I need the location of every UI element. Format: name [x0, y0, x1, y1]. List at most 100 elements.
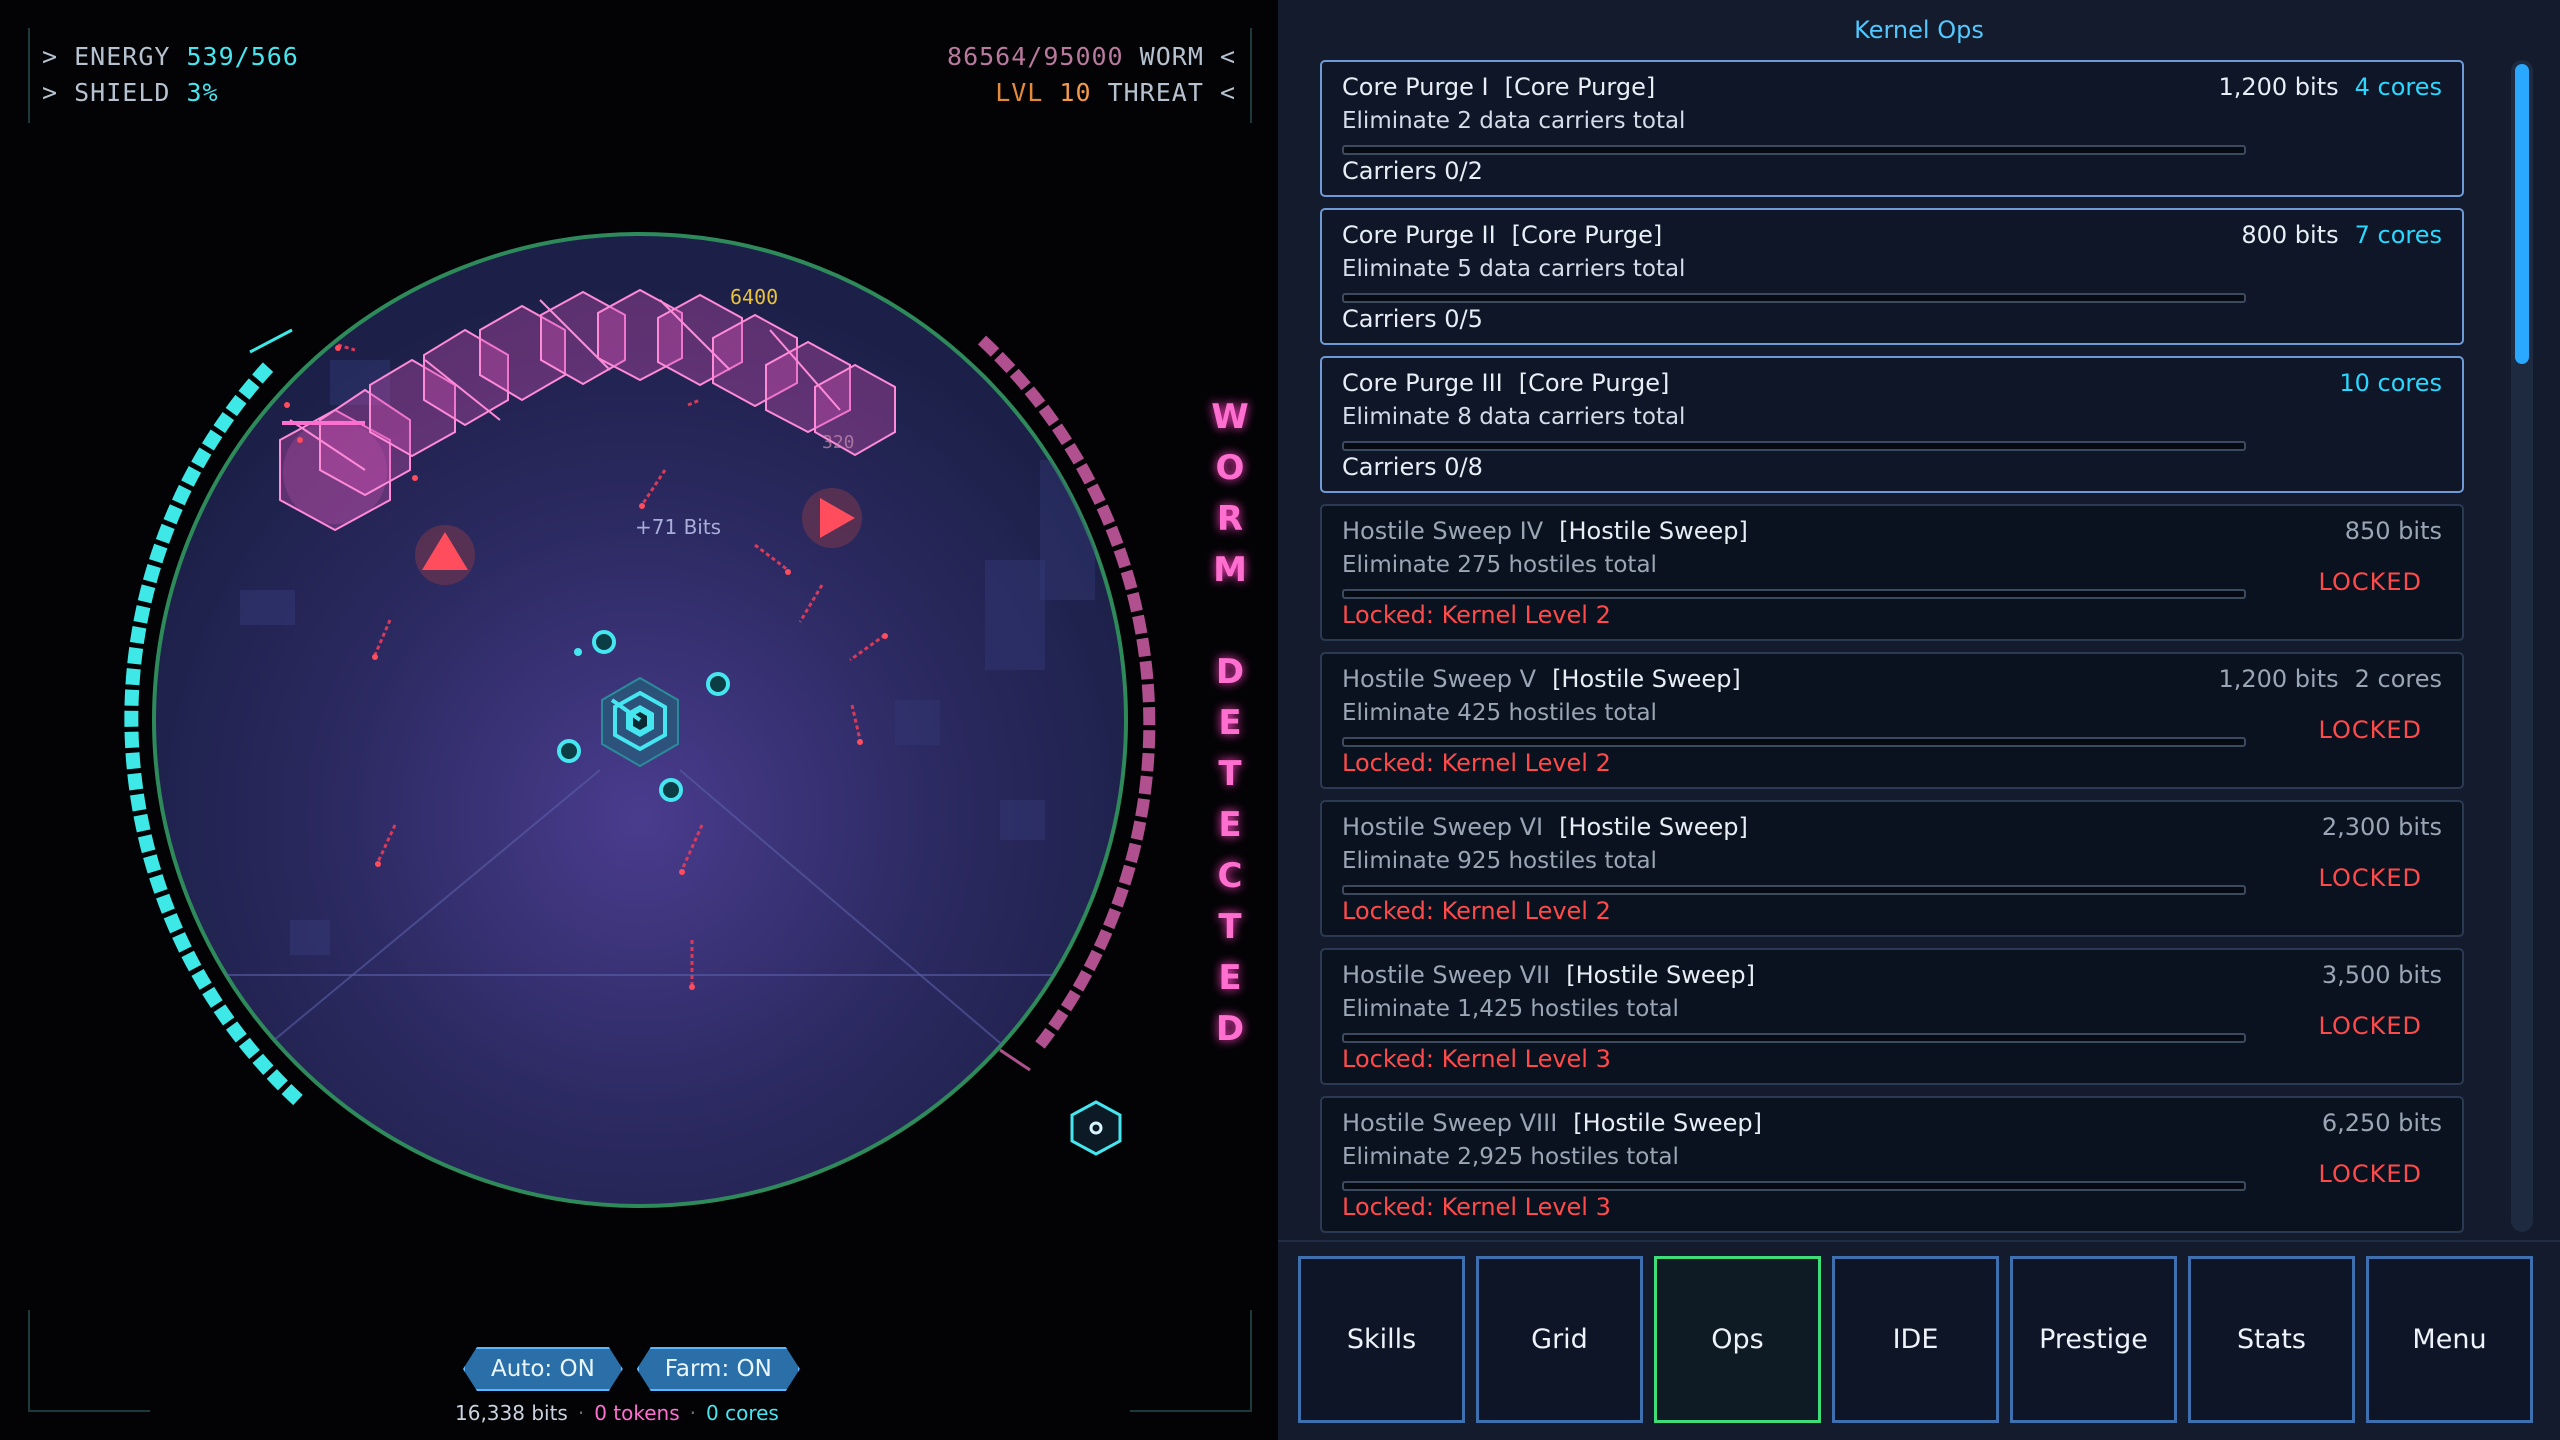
tokens-balance: 0 tokens: [594, 1401, 680, 1425]
worm-damage-number: 320: [822, 432, 855, 453]
op-progress-text: Locked: Kernel Level 2: [1342, 897, 1611, 925]
nav-button-skills[interactable]: Skills: [1298, 1256, 1465, 1423]
farm-toggle-button[interactable]: Farm: ON: [637, 1347, 800, 1391]
op-description: Eliminate 8 data carriers total: [1342, 404, 1686, 430]
level-readout: LVL 10 THREAT <: [995, 78, 1236, 107]
toggle-group: Auto: ON Farm: ON: [463, 1347, 800, 1391]
op-reward: 800 bits 7 cores: [2241, 221, 2442, 249]
bits-gained-popup: +71 Bits: [635, 515, 721, 539]
worm-readout: 86564/95000 WORM <: [947, 42, 1236, 71]
nav-button-stats[interactable]: Stats: [2188, 1256, 2355, 1423]
op-reward: 1,200 bits 4 cores: [2218, 73, 2442, 101]
worm-banner-letter: D: [1215, 1009, 1245, 1049]
op-card[interactable]: Hostile Sweep VIII [Hostile Sweep] Elimina…: [1320, 1096, 2464, 1233]
op-progress-bar: [1342, 737, 2246, 747]
worm-banner-letter: C: [1217, 856, 1243, 896]
worm-banner-letter: T: [1218, 907, 1242, 947]
shield-label: SHIELD: [74, 78, 171, 107]
auto-toggle-button[interactable]: Auto: ON: [463, 1347, 623, 1391]
op-card[interactable]: Hostile Sweep VI [Hostile Sweep] Eliminate…: [1320, 800, 2464, 937]
op-reward-bits: 850 bits: [2344, 517, 2442, 545]
op-card[interactable]: Hostile Sweep V [Hostile Sweep] Eliminate …: [1320, 652, 2464, 789]
currency-readout: 16,338 bits · 0 tokens · 0 cores: [455, 1401, 779, 1425]
shield-readout: > SHIELD 3%: [42, 78, 219, 107]
hostile-enemy: [802, 488, 862, 548]
op-progress-bar: [1342, 885, 2246, 895]
hexagon-icon: [1070, 1100, 1122, 1156]
worm-health-ring: [977, 335, 1156, 1049]
op-title: Core Purge II [Core Purge]: [1342, 221, 1662, 249]
bits-balance: 16,338 bits: [455, 1401, 568, 1425]
frame-corner: [28, 1310, 150, 1412]
nav-button-menu[interactable]: Menu: [2366, 1256, 2533, 1423]
frame-corner: [1220, 28, 1252, 123]
frame-corner: [1130, 1310, 1252, 1412]
op-card[interactable]: Core Purge I [Core Purge] Eliminate 2 data…: [1320, 60, 2464, 197]
op-reward: 6,250 bits: [2322, 1109, 2442, 1137]
energy-label: ENERGY: [74, 42, 171, 71]
nav-button-ide[interactable]: IDE: [1832, 1256, 1999, 1423]
op-category: [Hostile Sweep]: [1559, 517, 1748, 545]
worm-hp: 86564/95000: [947, 42, 1124, 71]
op-reward: 2,300 bits: [2322, 813, 2442, 841]
op-locked-badge: LOCKED: [2318, 716, 2422, 744]
op-reward-cores: 4 cores: [2354, 73, 2442, 101]
op-progress-text: Locked: Kernel Level 2: [1342, 601, 1611, 629]
op-description: Eliminate 425 hostiles total: [1342, 700, 1657, 726]
shield-ring: [124, 360, 303, 1106]
worm-label: WORM: [1139, 42, 1204, 71]
op-card[interactable]: Hostile Sweep IV [Hostile Sweep] Eliminate…: [1320, 504, 2464, 641]
op-category: [Hostile Sweep]: [1559, 813, 1748, 841]
op-locked-badge: LOCKED: [2318, 568, 2422, 596]
op-reward: 1,200 bits 2 cores: [2218, 665, 2442, 693]
op-card[interactable]: Hostile Sweep VII [Hostile Sweep] Eliminat…: [1320, 948, 2464, 1085]
op-card[interactable]: Core Purge II [Core Purge] Eliminate 5 dat…: [1320, 208, 2464, 345]
op-description: Eliminate 2 data carriers total: [1342, 108, 1686, 134]
frame-corner: [28, 28, 60, 123]
worm-banner-letter: E: [1218, 703, 1242, 743]
op-progress-text: Locked: Kernel Level 2: [1342, 749, 1611, 777]
op-progress-bar: [1342, 145, 2246, 155]
op-progress-text: Carriers 0/2: [1342, 157, 1483, 185]
ops-list[interactable]: Core Purge I [Core Purge] Eliminate 2 data…: [1320, 60, 2464, 1238]
op-reward-bits: 1,200 bits: [2218, 665, 2339, 693]
op-name: Core Purge II: [1342, 221, 1496, 249]
op-title: Hostile Sweep VIII [Hostile Sweep]: [1342, 1109, 1762, 1137]
scrollbar-thumb[interactable]: [2515, 64, 2529, 364]
op-reward-bits: 3,500 bits: [2321, 961, 2442, 989]
level-value: 10: [1059, 78, 1092, 107]
op-description: Eliminate 925 hostiles total: [1342, 848, 1657, 874]
op-description: Eliminate 1,425 hostiles total: [1342, 996, 1679, 1022]
op-category: [Hostile Sweep]: [1566, 961, 1755, 989]
op-title: Hostile Sweep VII [Hostile Sweep]: [1342, 961, 1755, 989]
worm-banner-letter: E: [1218, 805, 1242, 845]
worm-banner-letter: D: [1215, 652, 1245, 692]
op-category: [Core Purge]: [1504, 73, 1656, 101]
op-progress-text: Carriers 0/8: [1342, 453, 1483, 481]
nav-button-grid[interactable]: Grid: [1476, 1256, 1643, 1423]
op-name: Hostile Sweep VII: [1342, 961, 1551, 989]
op-progress-bar: [1342, 1033, 2246, 1043]
nav-button-ops[interactable]: Ops: [1654, 1256, 1821, 1423]
op-reward-bits: 800 bits: [2241, 221, 2339, 249]
ops-scrollbar[interactable]: [2511, 60, 2533, 1232]
op-reward-cores: 2 cores: [2354, 665, 2442, 693]
arena-canvas[interactable]: 6400 320: [0, 0, 1278, 1440]
op-category: [Core Purge]: [1511, 221, 1663, 249]
shield-value: 3%: [186, 78, 219, 107]
worm-banner-letter: M: [1213, 550, 1247, 590]
op-title: Hostile Sweep IV [Hostile Sweep]: [1342, 517, 1748, 545]
core-ability-button[interactable]: [1068, 1098, 1124, 1158]
op-title: Hostile Sweep V [Hostile Sweep]: [1342, 665, 1741, 693]
op-name: Hostile Sweep VI: [1342, 813, 1544, 841]
worm-banner-letter: T: [1218, 754, 1242, 794]
nav-button-prestige[interactable]: Prestige: [2010, 1256, 2177, 1423]
op-description: Eliminate 5 data carriers total: [1342, 256, 1686, 282]
op-card[interactable]: Core Purge III [Core Purge] Eliminate 8 da…: [1320, 356, 2464, 493]
op-reward: 850 bits: [2345, 517, 2442, 545]
worm-banner-letter: E: [1218, 958, 1242, 998]
game-viewport[interactable]: > ENERGY 539/566 > SHIELD 3% 86564/95000…: [0, 0, 1278, 1440]
player-core: [574, 648, 679, 768]
op-reward-cores: 7 cores: [2354, 221, 2442, 249]
op-name: Core Purge III: [1342, 369, 1503, 397]
